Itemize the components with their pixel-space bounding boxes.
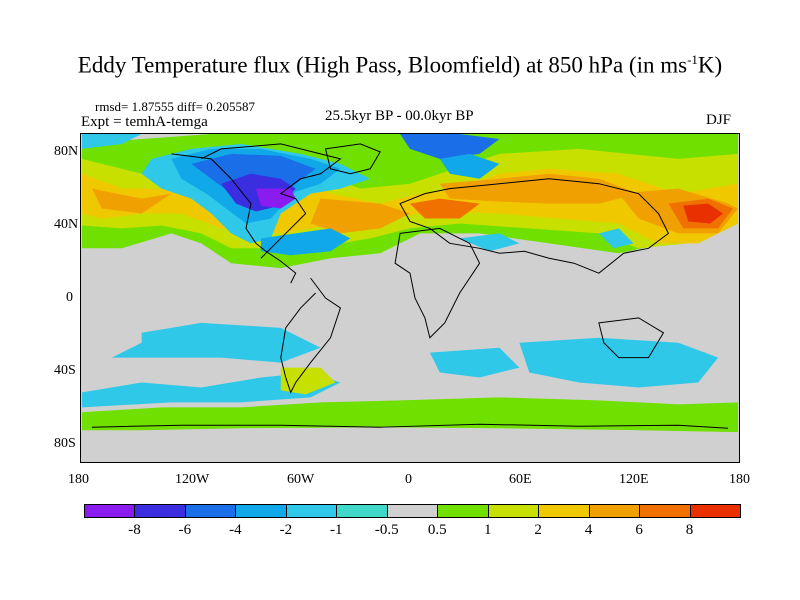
colorbar-segment — [84, 504, 136, 518]
lon-label-180e: 180 — [729, 472, 750, 487]
map-plot-area — [80, 133, 740, 463]
colorbar-segment — [689, 504, 741, 518]
colorbar-segment — [134, 504, 186, 518]
colorbar-segment — [588, 504, 641, 518]
colorbar-label: -8 — [128, 522, 141, 538]
colorbar-label: 2 — [534, 522, 542, 538]
lat-label-equator: 0 — [66, 290, 73, 305]
colorbar — [84, 504, 741, 518]
colorbar-label: -6 — [178, 522, 192, 538]
colorbar-segment — [184, 504, 237, 518]
map-field-svg — [82, 134, 738, 462]
stats-label: rmsd= 1.87555 diff= 0.205587 — [95, 99, 255, 114]
map-title: Eddy Temperature flux (High Pass, Bloomf… — [77, 52, 723, 78]
lon-label-180w: 180 — [68, 472, 89, 487]
colorbar-segment — [285, 504, 338, 518]
contour-fill-layer — [82, 134, 738, 462]
lon-label-60w: 60W — [287, 472, 315, 487]
lon-label-120w: 120W — [175, 472, 210, 487]
lat-label-80s: 80S — [54, 436, 76, 451]
colorbar-segment — [538, 504, 590, 518]
colorbar-label: -4 — [229, 522, 242, 538]
colorbar-segment — [235, 504, 287, 518]
lat-label-80n: 80N — [54, 144, 79, 159]
lat-label-40n: 40N — [54, 217, 79, 232]
colorbar-label: 6 — [635, 522, 643, 538]
period-label: 25.5kyr BP - 00.0kyr BP — [325, 108, 474, 124]
colorbar-label: 8 — [685, 522, 694, 538]
colorbar-segment — [386, 504, 439, 518]
colorbar-label: 4 — [584, 522, 593, 538]
colorbar-segment — [487, 504, 540, 518]
colorbar-label: -2 — [279, 522, 293, 538]
colorbar-segment — [336, 504, 388, 518]
colorbar-label: 0.5 — [427, 522, 447, 538]
coastline-layer — [91, 143, 729, 429]
colorbar-segment — [437, 504, 489, 518]
colorbar-label: -0.5 — [374, 522, 399, 538]
colorbar-segment — [639, 504, 691, 518]
lon-label-120e: 120E — [619, 472, 649, 487]
colorbar-label: 1 — [483, 522, 492, 538]
experiment-label: Expt = temhA-temga — [81, 114, 208, 130]
lon-label-0: 0 — [405, 472, 412, 487]
lon-label-60e: 60E — [509, 472, 532, 487]
lat-label-40s: 40S — [54, 363, 76, 378]
season-label: DJF — [706, 112, 732, 128]
colorbar-label: -1 — [330, 522, 343, 538]
